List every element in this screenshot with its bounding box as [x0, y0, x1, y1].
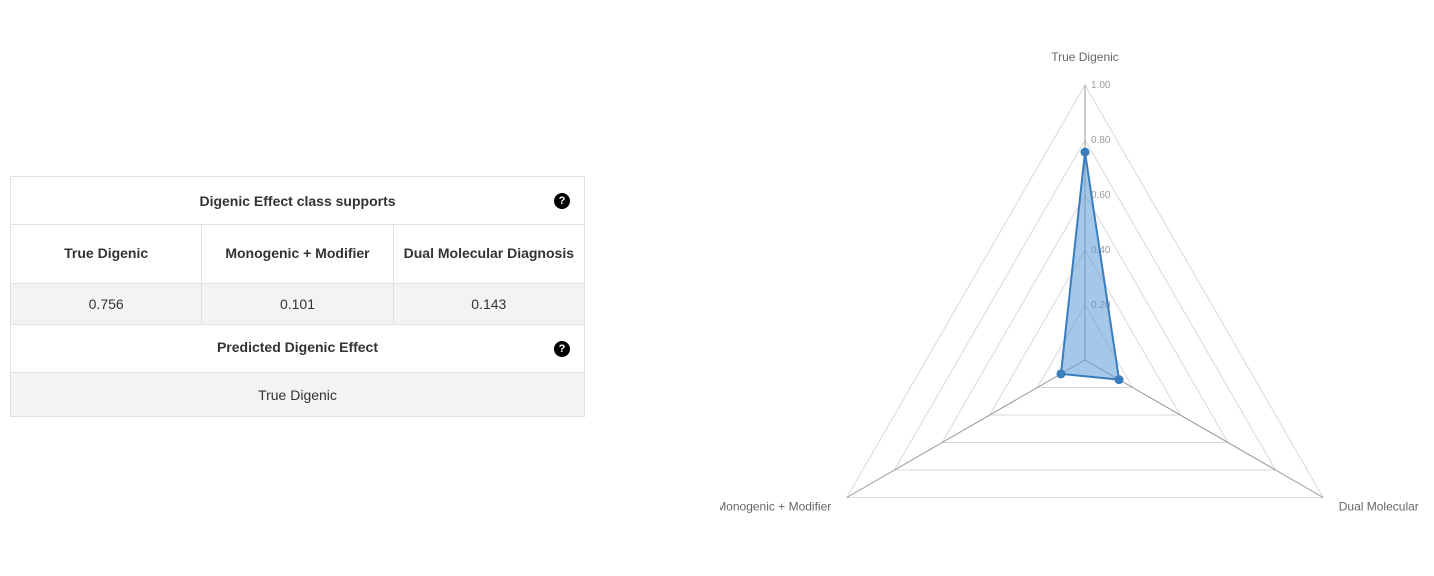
- page-root: Digenic Effect class supports ? True Dig…: [0, 0, 1434, 576]
- radar-svg: 0.200.400.600.801.00True DigenicMonogeni…: [720, 20, 1420, 560]
- radar-chart: 0.200.400.600.801.00True DigenicMonogeni…: [720, 20, 1420, 560]
- help-icon[interactable]: ?: [554, 193, 570, 209]
- svg-text:0.80: 0.80: [1091, 135, 1111, 146]
- table-column-headers: True Digenic Monogenic + Modifier Dual M…: [11, 225, 584, 284]
- val-dual-molecular: 0.143: [393, 284, 584, 324]
- val-true-digenic: 0.756: [11, 284, 201, 324]
- svg-text:1.00: 1.00: [1091, 80, 1111, 91]
- svg-text:True Digenic: True Digenic: [1051, 50, 1119, 64]
- help-icon[interactable]: ?: [554, 341, 570, 357]
- col-header-dual-molecular: Dual Molecular Diagnosis: [393, 225, 584, 283]
- val-monogenic-modifier: 0.101: [201, 284, 392, 324]
- predicted-value: True Digenic: [11, 375, 584, 415]
- header-predicted-label: Predicted Digenic Effect: [11, 325, 584, 372]
- table-predicted-value-row: True Digenic: [11, 373, 584, 417]
- header-supports-label: Digenic Effect class supports: [11, 179, 584, 223]
- svg-text:Monogenic + Modifier: Monogenic + Modifier: [720, 500, 831, 514]
- table-header-predicted: Predicted Digenic Effect ?: [11, 325, 584, 373]
- svg-text:0.60: 0.60: [1091, 190, 1111, 201]
- col-header-monogenic-modifier: Monogenic + Modifier: [201, 225, 392, 283]
- table-value-row: 0.756 0.101 0.143: [11, 284, 584, 325]
- svg-text:Dual Molecular Diagnosis: Dual Molecular Diagnosis: [1339, 500, 1420, 514]
- col-header-true-digenic: True Digenic: [11, 225, 201, 283]
- effect-table: Digenic Effect class supports ? True Dig…: [10, 176, 585, 417]
- table-header-supports: Digenic Effect class supports ?: [11, 177, 584, 225]
